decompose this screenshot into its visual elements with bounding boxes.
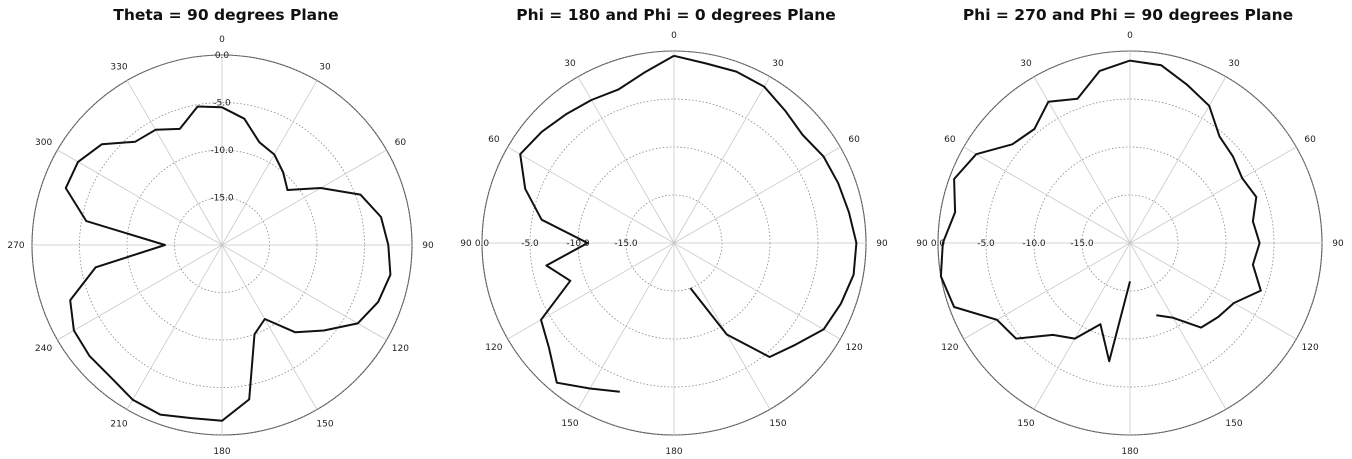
angle-label: 150 [1017,419,1034,429]
polar-panel-2: Phi = 180 and Phi = 0 degrees Plane 0 30 6… [452,0,900,459]
grid-spoke [673,146,841,244]
grid-spoke [221,244,387,341]
radial-label: -10.0 [566,239,590,249]
radial-label: 0.0 [931,239,946,249]
grid-spoke [963,146,1131,244]
angle-label: 120 [392,344,409,354]
chart-title: Theta = 90 degrees Plane [113,6,339,24]
angle-label: 60 [848,135,860,145]
angle-label: 330 [110,63,127,73]
angle-label: 60 [944,135,956,145]
radial-label: 0.0 [215,51,230,61]
chart-title: Phi = 180 and Phi = 0 degrees Plane [516,6,836,24]
polar-plot: 0 30 60 90 120 150 180 150 120 90 60 30 0.0 -5.0 -10.0… [460,31,888,457]
angle-label: 150 [316,419,333,429]
angle-label: 120 [1302,343,1319,353]
angle-label: 90 [422,241,434,251]
radial-label: -15.0 [614,239,638,249]
radial-label: 0.0 [475,239,490,249]
angle-label: 90 [1332,239,1344,249]
angle-label: 180 [665,447,682,457]
radial-label: -5.0 [521,239,539,249]
angle-label: 60 [488,135,500,145]
angle-label: 120 [941,343,958,353]
grid-spoke [673,242,771,410]
polar-panel-3: Phi = 270 and Phi = 90 degrees Plane 0 30… [904,0,1352,459]
angle-label: 120 [485,343,502,353]
angle-label: 150 [561,419,578,429]
grid-spoke [673,242,841,340]
grid-spoke [1129,76,1227,244]
grid-spoke [57,149,223,246]
radial-label: -15.0 [210,194,234,204]
grid-spoke [1033,242,1131,410]
angle-label: 0 [671,31,677,41]
angle-label: 150 [1225,419,1242,429]
radial-label: -10.0 [210,146,234,156]
angle-label: 180 [213,447,230,457]
polar-plot: 90603003303002702402101801501200.0-5.0-1… [7,35,434,457]
angle-label: 270 [7,241,24,251]
angle-label: 210 [110,419,127,429]
grid-spoke [577,242,675,410]
polar-panel-1: Theta = 90 degrees Plane 90 60 30 0 330 300 27… [0,0,452,459]
radial-label: -5.0 [213,99,231,109]
angle-label: 90 [460,239,472,249]
grid-spoke [507,242,675,340]
angle-label: 150 [769,419,786,429]
grid-spoke [673,76,771,244]
grid-spoke [57,244,223,341]
angle-label: 90 [916,239,928,249]
series-line [939,59,1131,363]
grid-spoke [1129,242,1297,340]
grid-spoke [221,149,387,246]
grid-spoke [1129,242,1227,410]
angle-label: 120 [846,343,863,353]
radial-label: -5.0 [977,239,995,249]
angle-label: 180 [1121,447,1138,457]
angle-label: 0 [1127,31,1133,41]
series-line [64,105,392,422]
angle-label: 300 [35,138,52,148]
grid-spoke [963,242,1131,340]
grid-spoke [126,80,223,246]
grid-spoke [507,146,675,244]
radial-label: -10.0 [1022,239,1046,249]
series-line [673,54,858,358]
radial-label: -15.0 [1070,239,1094,249]
angle-label: 60 [1304,135,1316,145]
angle-label: 30 [1228,59,1240,69]
series-line [519,54,675,393]
angle-label: 60 [395,138,407,148]
grid-spoke [577,76,675,244]
angle-label: 30 [319,63,331,73]
angle-label: 240 [35,344,52,354]
series-line [1129,59,1262,329]
polar-plot: 0 30 60 90 120 150 180 150 120 90 60 30 0.0 -5.0 -10.0… [916,31,1344,457]
angle-label: 30 [772,59,784,69]
angle-label: 0 [219,35,225,45]
grid-spoke [221,80,318,246]
grid-spoke [126,244,223,410]
angle-label: 90 [876,239,888,249]
grid-spoke [1033,76,1131,244]
grid-spoke [1129,146,1297,244]
angle-label: 30 [564,59,576,69]
grid-spoke [221,244,318,410]
chart-title: Phi = 270 and Phi = 90 degrees Plane [962,6,1294,24]
angle-label: 30 [1020,59,1032,69]
